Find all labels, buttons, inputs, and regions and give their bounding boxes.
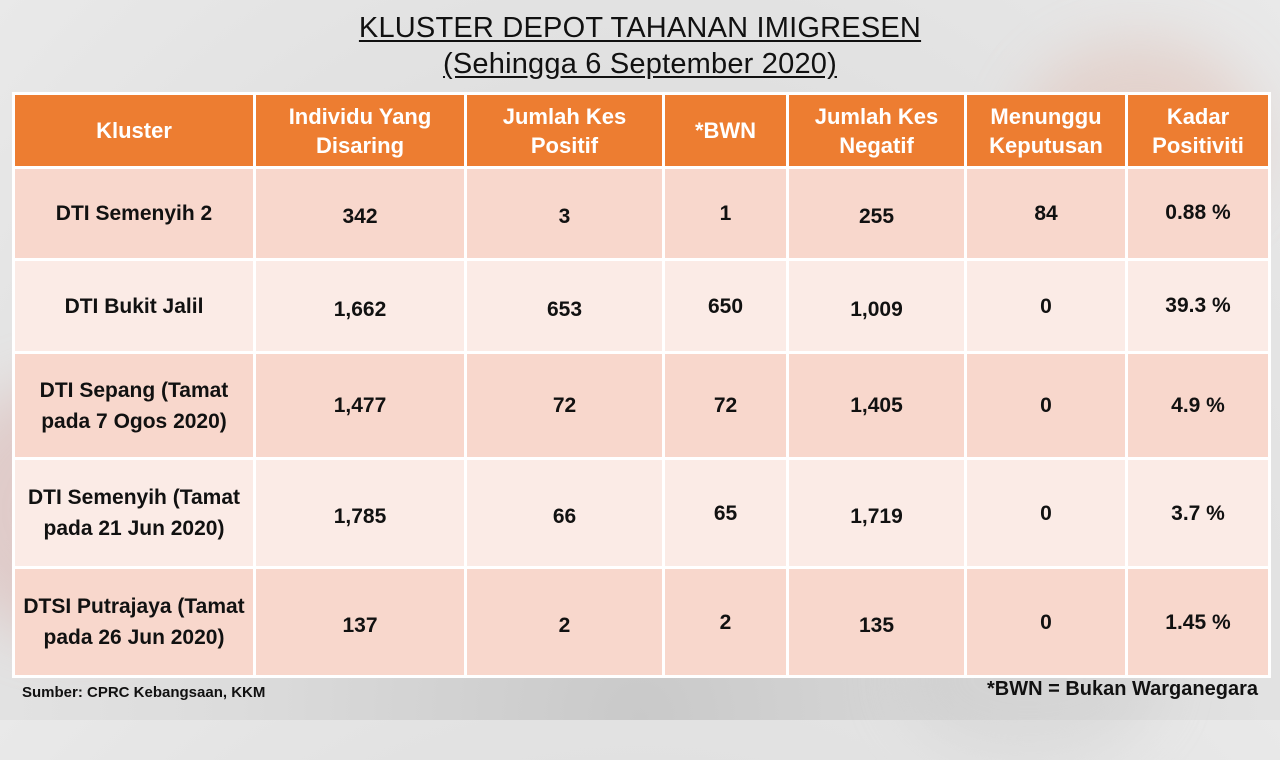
title-line-2: (Sehingga 6 September 2020) [443,48,837,80]
cell-bwn: 2 [662,566,789,678]
cell-bwn: 72 [662,351,789,460]
cell-menunggu: 0 [964,457,1128,569]
page-title: KLUSTER DEPOT TAHANAN IMIGRESEN (Sehingg… [0,10,1280,82]
cell-menunggu: 0 [964,351,1128,460]
table-row: DTI Semenyih (Tamat pada 21 Jun 2020) 1,… [12,457,1271,569]
cell-negatif: 1,719 [786,457,967,569]
cell-bwn: 65 [662,457,789,569]
table-row: DTI Semenyih 2 342 3 1 255 84 0.88 % [12,166,1271,261]
title-line-1: KLUSTER DEPOT TAHANAN IMIGRESEN [358,12,922,44]
cell-disaring: 1,662 [253,258,467,354]
cell-disaring: 342 [253,166,467,261]
header-individu-disaring: Individu Yang Disaring [253,92,467,169]
cell-bwn: 1 [662,166,789,261]
cell-negatif: 255 [786,166,967,261]
cell-negatif: 1,009 [786,258,967,354]
cell-negatif: 135 [786,566,967,678]
cell-kadar: 0.88 % [1125,166,1271,261]
cell-positif: 2 [464,566,665,678]
cell-kluster: DTI Bukit Jalil [12,258,256,354]
cell-kadar: 39.3 % [1125,258,1271,354]
cell-menunggu: 0 [964,258,1128,354]
cell-kluster: DTSI Putrajaya (Tamat pada 26 Jun 2020) [12,566,256,678]
header-bwn: *BWN [662,92,789,169]
table-row: DTI Sepang (Tamat pada 7 Ogos 2020) 1,47… [12,351,1271,460]
cell-negatif: 1,405 [786,351,967,460]
header-kluster: Kluster [12,92,256,169]
header-jumlah-kes-negatif: Jumlah Kes Negatif [786,92,967,169]
cell-kluster: DTI Semenyih (Tamat pada 21 Jun 2020) [12,457,256,569]
cell-positif: 653 [464,258,665,354]
cell-positif: 66 [464,457,665,569]
cell-disaring: 1,477 [253,351,467,460]
cell-kadar: 4.9 % [1125,351,1271,460]
table-header-row: Kluster Individu Yang Disaring Jumlah Ke… [12,92,1271,169]
cell-disaring: 137 [253,566,467,678]
header-jumlah-kes-positif: Jumlah Kes Positif [464,92,665,169]
bwn-footnote: *BWN = Bukan Warganegara [987,678,1258,700]
cell-kadar: 3.7 % [1125,457,1271,569]
cell-kadar: 1.45 % [1125,566,1271,678]
cell-positif: 72 [464,351,665,460]
cell-menunggu: 0 [964,566,1128,678]
cell-bwn: 650 [662,258,789,354]
cell-menunggu: 84 [964,166,1128,261]
table-row: DTSI Putrajaya (Tamat pada 26 Jun 2020) … [12,566,1271,678]
table-row: DTI Bukit Jalil 1,662 653 650 1,009 0 39… [12,258,1271,354]
cell-kluster: DTI Sepang (Tamat pada 7 Ogos 2020) [12,351,256,460]
header-menunggu-keputusan: Menunggu Keputusan [964,92,1128,169]
cluster-table: Kluster Individu Yang Disaring Jumlah Ke… [12,92,1271,678]
cell-positif: 3 [464,166,665,261]
cell-kluster: DTI Semenyih 2 [12,166,256,261]
header-kadar-positiviti: Kadar Positiviti [1125,92,1271,169]
cell-disaring: 1,785 [253,457,467,569]
source-note: Sumber: CPRC Kebangsaan, KKM [22,684,266,701]
